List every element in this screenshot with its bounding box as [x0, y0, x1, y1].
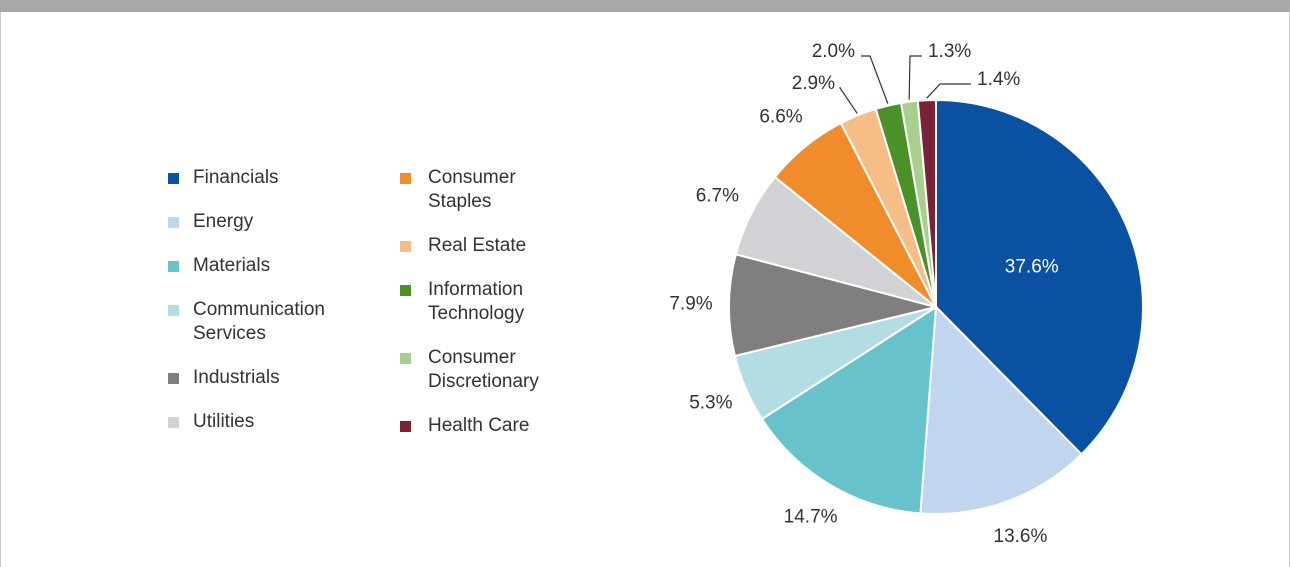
- legend-label: Energy: [193, 211, 254, 232]
- data-label: 14.7%: [784, 507, 838, 528]
- pie-slice: [760, 305, 938, 515]
- data-label: 6.7%: [696, 185, 739, 206]
- data-label: 13.6%: [994, 526, 1048, 547]
- legend-swatch: [168, 261, 179, 272]
- legend-swatch: [400, 241, 411, 252]
- legend-item: Information Technology: [400, 278, 568, 326]
- legend-swatch: [400, 173, 411, 184]
- legend-label: Information Technology: [428, 279, 525, 324]
- legend-label: Consumer Staples: [428, 167, 516, 212]
- data-label: 1.3%: [928, 41, 971, 62]
- legend-item: Communication Services: [168, 298, 358, 346]
- legend-label: Utilities: [193, 411, 255, 432]
- legend-label: Health Care: [428, 415, 530, 436]
- pie-slice: [919, 304, 1083, 515]
- legend-label: Communication Services: [193, 299, 325, 344]
- data-label: 2.9%: [792, 73, 835, 94]
- pie-slice: [935, 98, 1144, 456]
- legend-item: Consumer Discretionary: [400, 346, 568, 394]
- legend-swatch: [400, 353, 411, 364]
- data-label: 7.9%: [669, 294, 712, 315]
- legend-swatch: [400, 285, 411, 296]
- legend-item: Utilities: [168, 410, 358, 434]
- legend-item: Materials: [168, 254, 358, 278]
- data-label: 1.4%: [977, 69, 1020, 90]
- data-label: 6.6%: [759, 106, 802, 127]
- data-label: 2.0%: [812, 41, 855, 62]
- legend-column: Consumer Staples Real Estate Information T…: [400, 166, 568, 438]
- legend-label: Industrials: [193, 367, 280, 388]
- legend-swatch: [168, 417, 179, 428]
- data-label: 5.3%: [689, 393, 732, 414]
- legend-swatch: [168, 305, 179, 316]
- data-label: 37.6%: [1005, 257, 1059, 278]
- legend-item: Consumer Staples: [400, 166, 568, 214]
- leader-line: [926, 83, 971, 99]
- leader-line: [838, 87, 858, 114]
- legend-label: Real Estate: [428, 235, 527, 256]
- legend-item: Health Care: [400, 414, 568, 438]
- legend-item: Industrials: [168, 366, 358, 390]
- pie-slice: [728, 253, 937, 358]
- legend-item: Energy: [168, 210, 358, 234]
- legend-swatch: [168, 173, 179, 184]
- legend-column: Financials Energy Materials Communication S…: [168, 166, 358, 434]
- legend-label: Financials: [193, 167, 279, 188]
- legend-swatch: [400, 421, 411, 432]
- legend-item: Real Estate: [400, 234, 568, 258]
- legend-label: Materials: [193, 255, 271, 276]
- legend-swatch: [168, 373, 179, 384]
- leader-line: [908, 55, 922, 100]
- legend-swatch: [168, 217, 179, 228]
- legend-label: Consumer Discretionary: [428, 347, 539, 392]
- pie-slice: [916, 98, 937, 308]
- leader-line: [861, 55, 889, 104]
- legend-item: Financials: [168, 166, 358, 190]
- top-bar: [0, 0, 1290, 12]
